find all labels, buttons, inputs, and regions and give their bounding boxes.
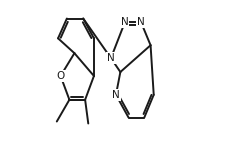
Text: N: N <box>107 53 115 63</box>
Text: N: N <box>112 90 120 100</box>
Text: O: O <box>56 71 65 81</box>
Text: N: N <box>121 17 129 27</box>
Text: N: N <box>137 17 145 27</box>
